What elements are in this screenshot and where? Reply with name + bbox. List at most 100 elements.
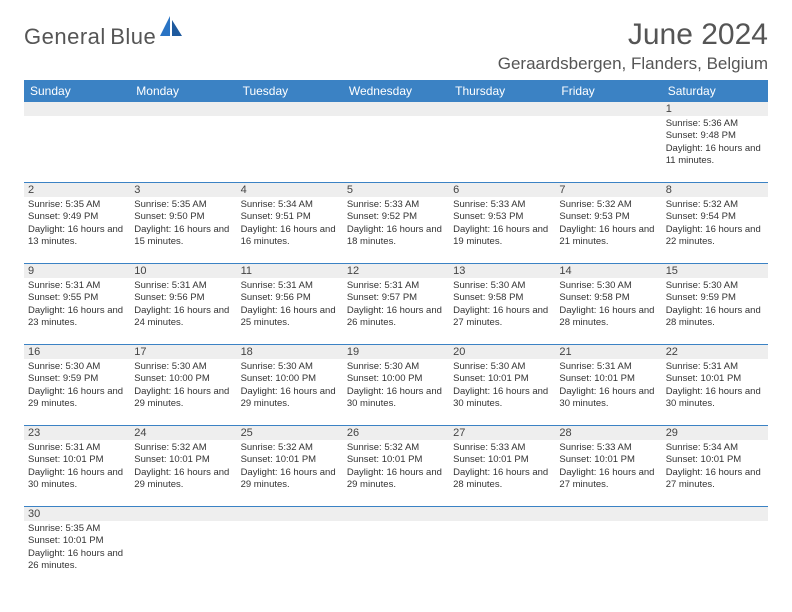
sunset-text: Sunset: 10:01 PM (347, 454, 445, 466)
day-number: 6 (449, 183, 555, 197)
daylight-text: Daylight: 16 hours and 29 minutes. (134, 386, 232, 411)
sunrise-text: Sunrise: 5:30 AM (134, 361, 232, 373)
weekday-label: Saturday (662, 80, 768, 102)
sunrise-text: Sunrise: 5:30 AM (28, 361, 126, 373)
sunset-text: Sunset: 9:56 PM (241, 292, 339, 304)
sunset-text: Sunset: 10:01 PM (666, 454, 764, 466)
daylight-text: Daylight: 16 hours and 22 minutes. (666, 224, 764, 249)
sunrise-text: Sunrise: 5:31 AM (559, 361, 657, 373)
day-cell (237, 521, 343, 587)
day-cell: Sunrise: 5:31 AMSunset: 9:55 PMDaylight:… (24, 278, 130, 344)
day-number: 28 (555, 426, 661, 440)
daylight-text: Daylight: 16 hours and 21 minutes. (559, 224, 657, 249)
day-number: 21 (555, 345, 661, 359)
day-number (237, 102, 343, 116)
daylight-text: Daylight: 16 hours and 26 minutes. (28, 548, 126, 573)
day-cell (24, 116, 130, 182)
day-cell: Sunrise: 5:34 AMSunset: 9:51 PMDaylight:… (237, 197, 343, 263)
day-cell (662, 521, 768, 587)
daylight-text: Daylight: 16 hours and 26 minutes. (347, 305, 445, 330)
day-cell: Sunrise: 5:30 AMSunset: 10:00 PMDaylight… (343, 359, 449, 425)
sunrise-text: Sunrise: 5:34 AM (666, 442, 764, 454)
daylight-text: Daylight: 16 hours and 27 minutes. (559, 467, 657, 492)
sunset-text: Sunset: 9:59 PM (28, 373, 126, 385)
sunset-text: Sunset: 9:52 PM (347, 211, 445, 223)
day-number: 7 (555, 183, 661, 197)
day-number: 8 (662, 183, 768, 197)
sunset-text: Sunset: 10:01 PM (28, 535, 126, 547)
month-title: June 2024 (498, 18, 768, 52)
daylight-text: Daylight: 16 hours and 24 minutes. (134, 305, 232, 330)
sunset-text: Sunset: 10:01 PM (28, 454, 126, 466)
day-number: 14 (555, 264, 661, 278)
sunrise-text: Sunrise: 5:35 AM (28, 523, 126, 535)
sunset-text: Sunset: 9:50 PM (134, 211, 232, 223)
day-number (555, 507, 661, 521)
day-cell: Sunrise: 5:30 AMSunset: 9:59 PMDaylight:… (24, 359, 130, 425)
logo-text-1: General (24, 24, 106, 49)
day-number: 12 (343, 264, 449, 278)
daylight-text: Daylight: 16 hours and 27 minutes. (453, 305, 551, 330)
sunrise-text: Sunrise: 5:32 AM (347, 442, 445, 454)
day-number-row: 16171819202122 (24, 345, 768, 359)
sail-icon (158, 14, 184, 43)
sunset-text: Sunset: 10:01 PM (241, 454, 339, 466)
day-cell: Sunrise: 5:30 AMSunset: 10:00 PMDaylight… (130, 359, 236, 425)
title-block: June 2024 Geraardsbergen, Flanders, Belg… (498, 18, 768, 74)
day-number: 22 (662, 345, 768, 359)
day-number: 29 (662, 426, 768, 440)
day-cell: Sunrise: 5:31 AMSunset: 10:01 PMDaylight… (24, 440, 130, 506)
sunrise-text: Sunrise: 5:35 AM (28, 199, 126, 211)
day-number: 23 (24, 426, 130, 440)
sunset-text: Sunset: 10:00 PM (134, 373, 232, 385)
weekday-label: Wednesday (343, 80, 449, 102)
day-number: 11 (237, 264, 343, 278)
weekday-label: Friday (555, 80, 661, 102)
day-cell: Sunrise: 5:32 AMSunset: 10:01 PMDaylight… (130, 440, 236, 506)
day-number (555, 102, 661, 116)
daylight-text: Daylight: 16 hours and 29 minutes. (241, 467, 339, 492)
week-row: 9101112131415Sunrise: 5:31 AMSunset: 9:5… (24, 264, 768, 345)
daylight-text: Daylight: 16 hours and 28 minutes. (453, 467, 551, 492)
day-number (130, 102, 236, 116)
day-number: 20 (449, 345, 555, 359)
sunrise-text: Sunrise: 5:30 AM (666, 280, 764, 292)
day-number (449, 102, 555, 116)
sunrise-text: Sunrise: 5:30 AM (453, 280, 551, 292)
sunset-text: Sunset: 9:58 PM (453, 292, 551, 304)
week-row: 30 Sunrise: 5:35 AMSunset: 10:01 PMDaylig… (24, 507, 768, 587)
weekday-label: Tuesday (237, 80, 343, 102)
daylight-text: Daylight: 16 hours and 28 minutes. (559, 305, 657, 330)
daylight-text: Daylight: 16 hours and 25 minutes. (241, 305, 339, 330)
sunrise-text: Sunrise: 5:32 AM (559, 199, 657, 211)
sunset-text: Sunset: 10:00 PM (241, 373, 339, 385)
daylight-text: Daylight: 16 hours and 29 minutes. (28, 386, 126, 411)
day-cell (237, 116, 343, 182)
logo-text-2: Blue (110, 24, 156, 49)
day-number: 25 (237, 426, 343, 440)
day-number (343, 102, 449, 116)
sunrise-text: Sunrise: 5:31 AM (241, 280, 339, 292)
day-number: 2 (24, 183, 130, 197)
daylight-text: Daylight: 16 hours and 23 minutes. (28, 305, 126, 330)
location: Geraardsbergen, Flanders, Belgium (498, 54, 768, 74)
day-cell: Sunrise: 5:31 AMSunset: 10:01 PMDaylight… (662, 359, 768, 425)
daylight-text: Daylight: 16 hours and 29 minutes. (134, 467, 232, 492)
day-cell (343, 116, 449, 182)
day-number-row: 1 (24, 102, 768, 116)
day-number: 24 (130, 426, 236, 440)
day-number-row: 23242526272829 (24, 426, 768, 440)
daylight-text: Daylight: 16 hours and 30 minutes. (347, 386, 445, 411)
day-cell (449, 116, 555, 182)
logo: General Blue (24, 24, 184, 50)
day-number: 9 (24, 264, 130, 278)
day-number (449, 507, 555, 521)
sunset-text: Sunset: 10:01 PM (453, 373, 551, 385)
day-number-row: 30 (24, 507, 768, 521)
day-cell: Sunrise: 5:35 AMSunset: 9:49 PMDaylight:… (24, 197, 130, 263)
sunrise-text: Sunrise: 5:32 AM (666, 199, 764, 211)
day-number: 4 (237, 183, 343, 197)
sunset-text: Sunset: 10:00 PM (347, 373, 445, 385)
day-cell: Sunrise: 5:35 AMSunset: 9:50 PMDaylight:… (130, 197, 236, 263)
day-number-row: 9101112131415 (24, 264, 768, 278)
